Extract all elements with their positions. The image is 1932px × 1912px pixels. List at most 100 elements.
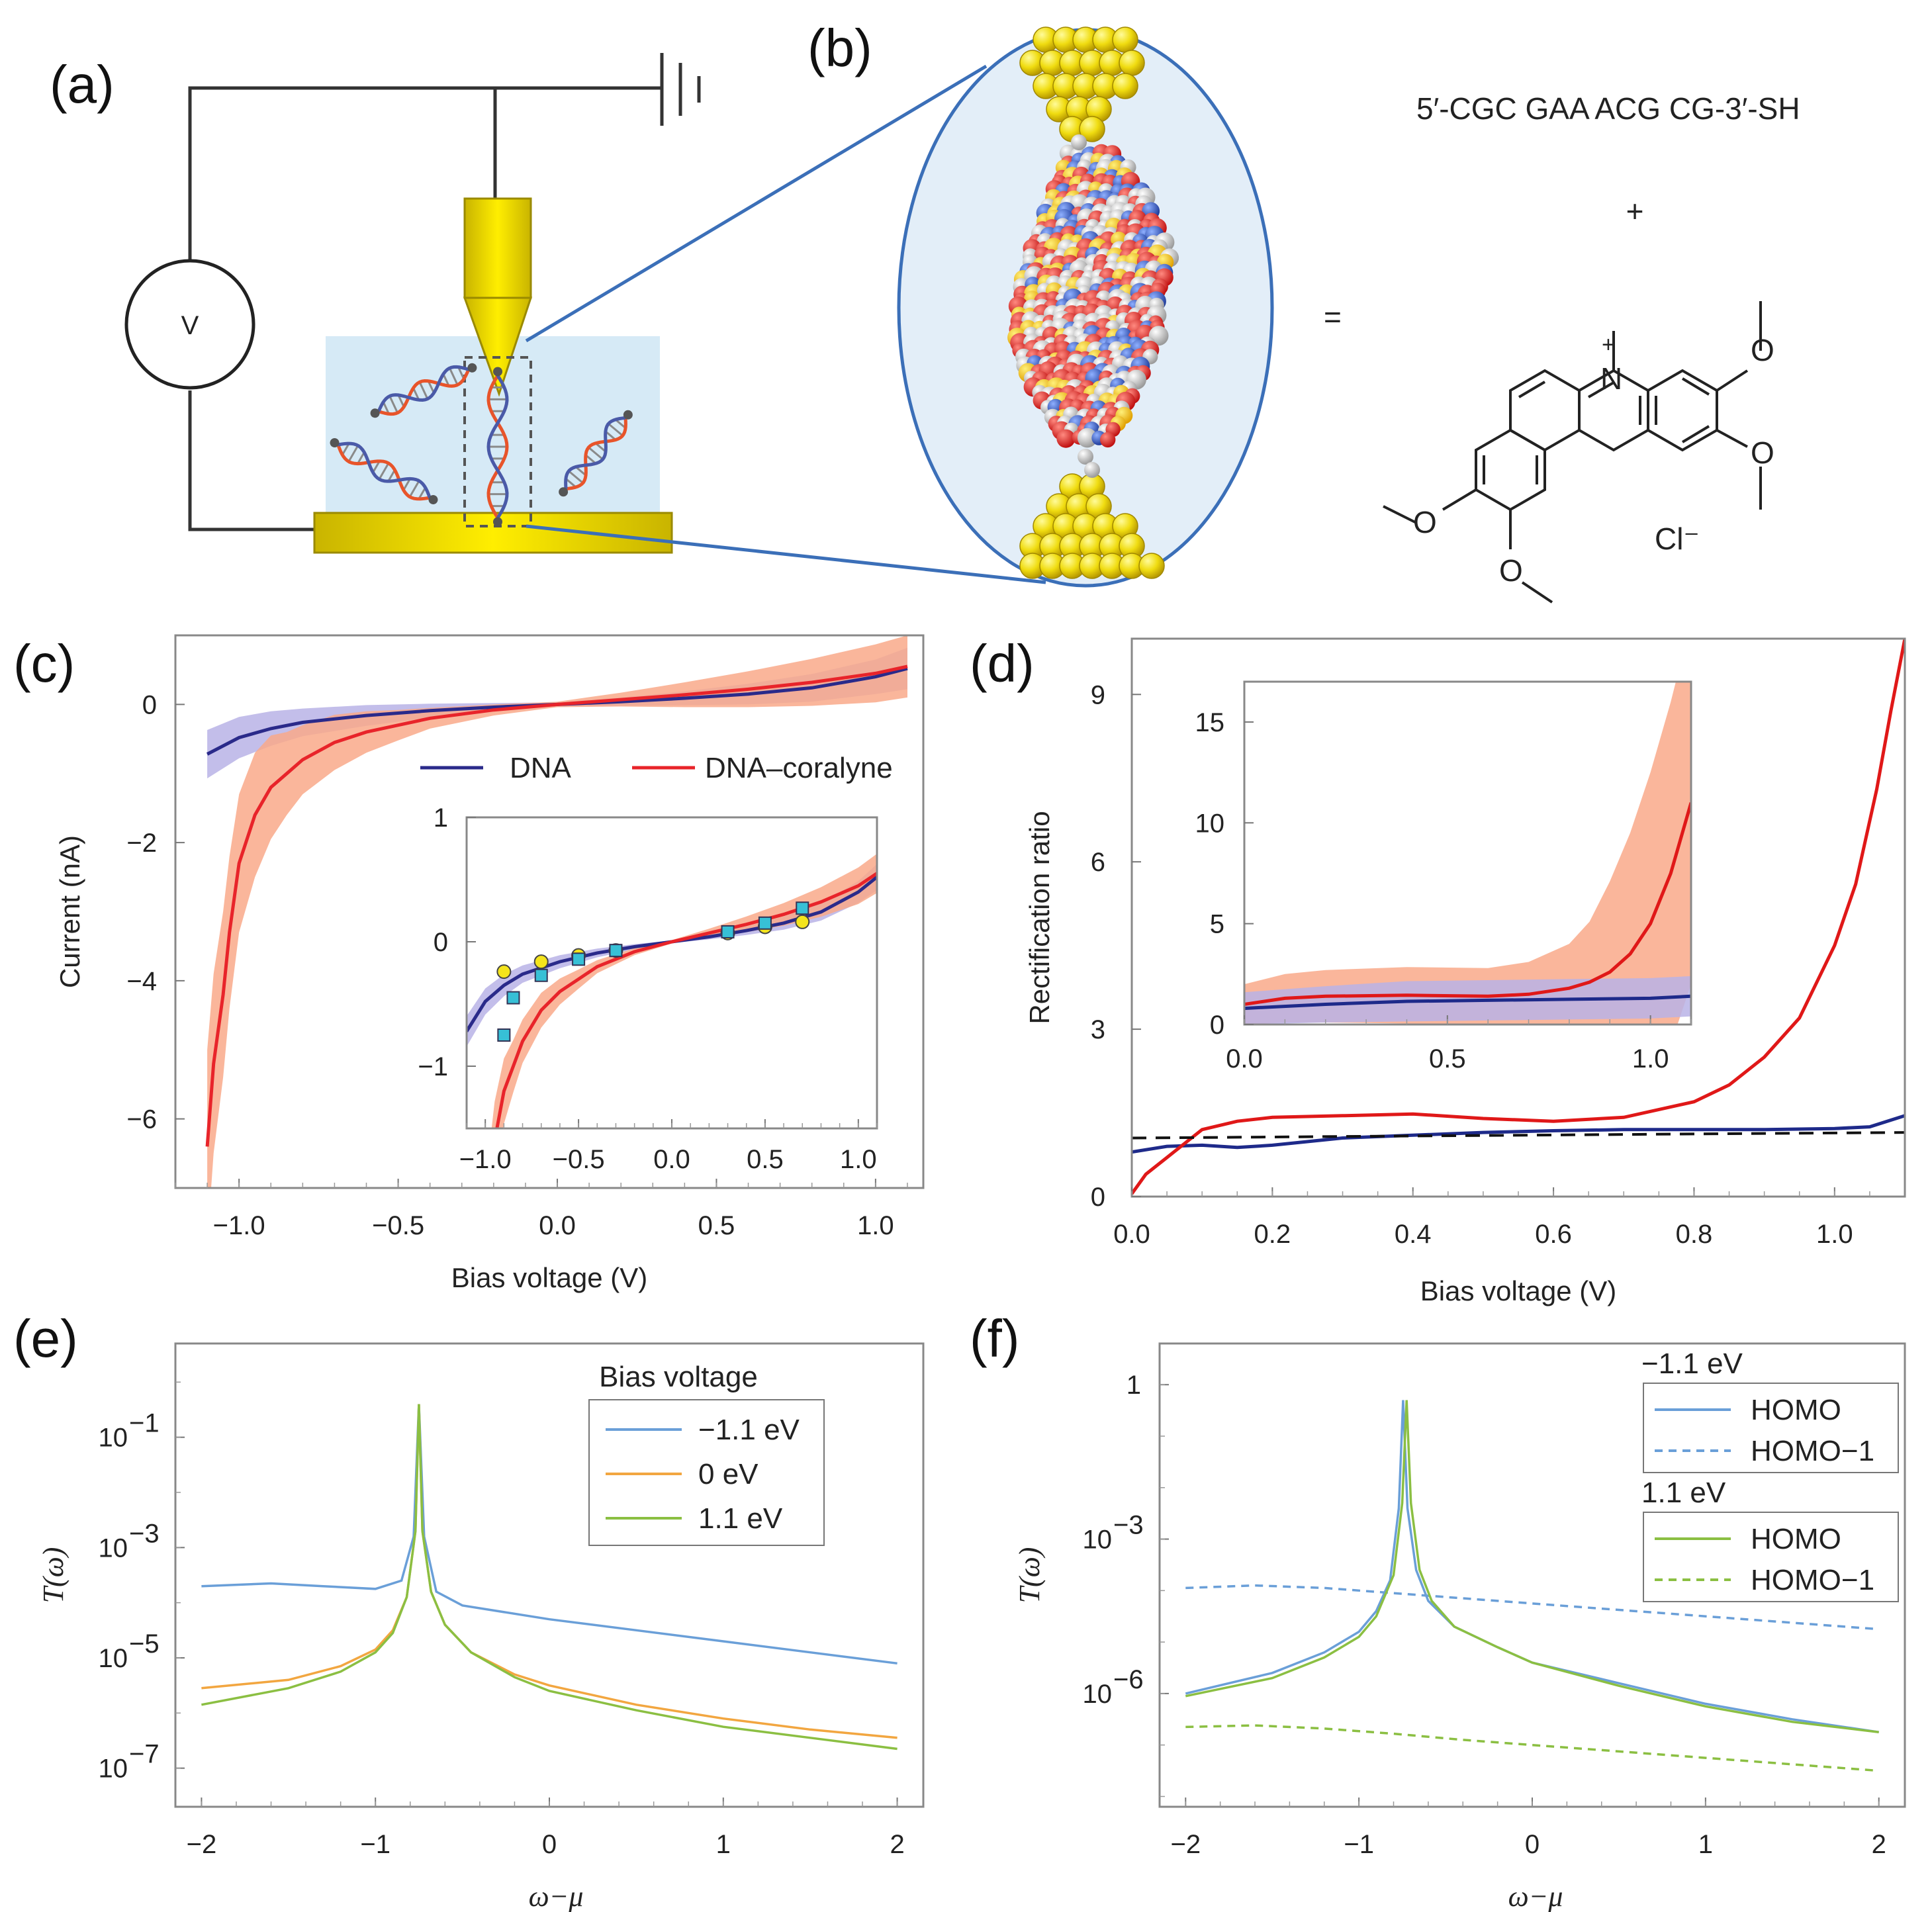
dna-space-filling-model (1007, 134, 1179, 478)
legend-label: HOMO (1751, 1394, 1841, 1426)
panel-a: (a) V (50, 53, 1046, 584)
legend-label: HOMO (1751, 1523, 1841, 1555)
gold-atom (1112, 26, 1138, 53)
oxygen-atom-1: O (1751, 333, 1774, 367)
y-tick-exponent: −1 (129, 1409, 160, 1438)
strand-red (378, 369, 471, 416)
base-pair (402, 478, 411, 491)
inset-band (1244, 682, 1691, 1024)
legend-label-dna: DNA (510, 752, 572, 784)
inset-line (1244, 802, 1691, 1006)
y-axis-label: Current (nA) (54, 835, 85, 988)
x-tick-label: −1 (360, 1830, 391, 1859)
thiol-end (493, 517, 502, 527)
voltmeter-label: V (181, 311, 199, 340)
gold-atom (1138, 553, 1165, 579)
x-tick-label: 2 (890, 1830, 904, 1859)
y-tick-base: 10 (99, 1424, 128, 1453)
inset-line (1244, 994, 1691, 1011)
series-line (1185, 1400, 1879, 1733)
base-pair (412, 387, 420, 400)
linker-atom (1071, 134, 1087, 150)
x-tick-label: 1 (716, 1830, 731, 1859)
thiol-end (559, 487, 569, 497)
y-tick-label: 0 (1091, 1183, 1105, 1212)
x-tick-label: −1.0 (459, 1145, 512, 1174)
stm-tip (463, 296, 533, 397)
y-tick-label: 0 (434, 928, 448, 957)
y-tick-label: 1 (1127, 1371, 1141, 1400)
marker-yellow (496, 964, 512, 979)
voltmeter-icon: V (124, 259, 255, 390)
y-axis-label: T(ω) (1013, 1547, 1046, 1604)
oxygen-atom-3: O (1413, 505, 1437, 539)
positive-charge: + (1602, 332, 1615, 357)
plot-frame (174, 634, 925, 1189)
circuit-wires (188, 86, 662, 531)
linker-atom (1078, 449, 1093, 465)
thiol-end (370, 408, 380, 418)
y-tick-base: 10 (1083, 1525, 1113, 1555)
dna-sequence: 5′-CGC GAA ACG CG-3′-SH (1416, 91, 1800, 126)
y-tick-exponent: −5 (129, 1629, 160, 1659)
series-line (1185, 1584, 1879, 1631)
panel-a-label: (a) (50, 55, 115, 114)
legend-label: HOMO−1 (1751, 1435, 1874, 1467)
strand-red (565, 418, 627, 491)
x-axis-label: ω−μ (529, 1880, 584, 1912)
marker-cyan (721, 925, 735, 938)
panel-b-label: (b) (807, 19, 872, 77)
linker-atom (1084, 462, 1100, 478)
legend-label: 1.1 eV (698, 1502, 783, 1535)
x-tick-label: 0.0 (539, 1211, 576, 1240)
base-pair (584, 454, 597, 465)
legend-title: Bias voltage (599, 1361, 758, 1393)
gold-electrode-top (1019, 26, 1145, 142)
x-tick-label: −0.5 (553, 1145, 605, 1174)
base-pair (387, 469, 396, 482)
substrate-electrode (313, 512, 673, 554)
x-tick-label: −2 (1170, 1830, 1201, 1859)
series-line (1185, 1400, 1879, 1733)
base-pair (342, 443, 350, 455)
strand-blue (377, 365, 469, 412)
y-tick-label: 0 (142, 690, 157, 719)
x-tick-label: 0.5 (1429, 1044, 1466, 1073)
nitrogen-atom: N (1600, 361, 1622, 396)
y-tick-exponent: −3 (129, 1519, 160, 1548)
marker-cyan (497, 1028, 511, 1042)
base-pair (565, 478, 577, 488)
base-pair (347, 445, 359, 463)
y-tick-label: 6 (1091, 848, 1105, 877)
y-tick-label: −2 (126, 829, 157, 858)
zoom-lines (525, 64, 1046, 584)
strand-blue (564, 416, 626, 489)
y-tick-label: 0 (1210, 1011, 1224, 1040)
x-tick-label: 0.2 (1254, 1220, 1291, 1249)
legend-box (1643, 1383, 1899, 1473)
series-reference (1132, 1131, 1905, 1140)
x-tick-label: 0 (542, 1830, 557, 1859)
base-pair (442, 373, 450, 387)
inset-line (467, 876, 877, 1032)
base-pair (457, 366, 465, 380)
x-tick-label: 0.5 (698, 1211, 735, 1240)
base-pair (418, 487, 426, 500)
x-axis-label: ω−μ (1508, 1880, 1563, 1912)
x-tick-label: −2 (187, 1830, 217, 1859)
base-pair (418, 381, 429, 400)
strand-red (486, 375, 509, 519)
strand-blue (338, 441, 432, 498)
x-tick-label: 0.6 (1535, 1220, 1572, 1249)
ground-symbol-icon (660, 53, 701, 126)
y-tick-base: 10 (1083, 1680, 1113, 1709)
base-pair (397, 394, 405, 408)
equals-sign: = (1324, 300, 1342, 334)
y-tick-base: 10 (99, 1533, 128, 1563)
x-axis-label: Bias voltage (V) (451, 1262, 647, 1293)
thiol-end (428, 495, 438, 504)
counterion: Cl⁻ (1655, 522, 1700, 556)
thiol-end (467, 363, 477, 373)
base-pair (389, 395, 398, 414)
